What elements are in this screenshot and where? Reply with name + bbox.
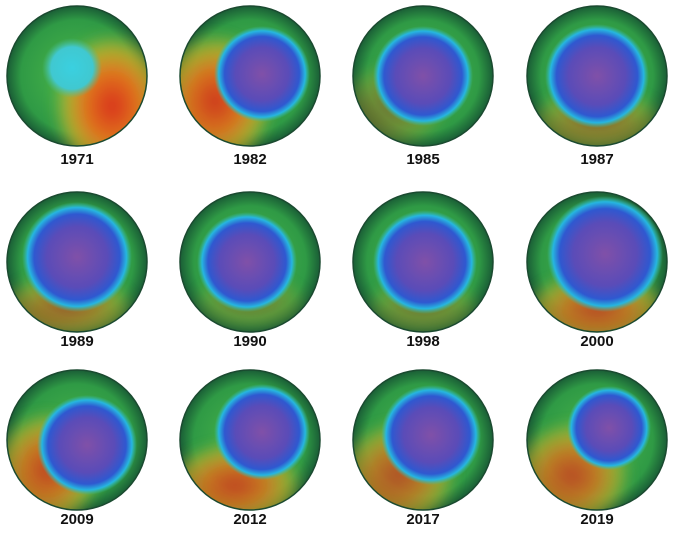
year-label: 1987 [580, 151, 613, 168]
globe-layers [353, 370, 493, 510]
globe-rim [352, 5, 494, 147]
globe-rim [526, 5, 668, 147]
globe-rim [526, 369, 668, 511]
globe-layers [180, 370, 320, 510]
ozone-hole [214, 26, 310, 122]
year-label: 1989 [60, 333, 93, 350]
ozone-panel: 1985 [352, 5, 494, 168]
globe-rim [6, 5, 148, 147]
globe-rim [6, 191, 148, 333]
ozone-hole [37, 395, 137, 495]
ozone-hole [547, 196, 663, 312]
globe-rim [6, 369, 148, 511]
globe-rim [352, 191, 494, 333]
ozone-panel: 1998 [352, 191, 494, 350]
ozone-hole [545, 24, 649, 128]
globe-rim [179, 5, 321, 147]
ozone-panel: 1982 [179, 5, 321, 168]
ozone-panel: 2012 [179, 369, 321, 528]
ozone-panel: 2009 [6, 369, 148, 528]
year-label: 2009 [60, 511, 93, 528]
year-label: 2012 [233, 511, 266, 528]
ozone-panel: 2000 [526, 191, 668, 350]
globe-layers [7, 370, 147, 510]
year-label: 2019 [580, 511, 613, 528]
ozone-hole [42, 38, 102, 98]
globe-layers [527, 370, 667, 510]
globe-layers [180, 192, 320, 332]
ozone-panel: 2019 [526, 369, 668, 528]
ozone-hole [197, 212, 297, 312]
ozone-panel: 1990 [179, 191, 321, 350]
globe-layers [527, 6, 667, 146]
year-label: 1990 [233, 333, 266, 350]
year-label: 2000 [580, 333, 613, 350]
ozone-panel: 1987 [526, 5, 668, 168]
globe-layers [7, 192, 147, 332]
year-label: 1982 [233, 151, 266, 168]
ozone-hole [567, 386, 651, 470]
year-label: 1985 [406, 151, 439, 168]
year-label: 2017 [406, 511, 439, 528]
ozone-hole [381, 385, 481, 485]
globe-layers [353, 192, 493, 332]
ozone-hole [373, 210, 477, 314]
ozone-hole [22, 202, 132, 312]
globe-rim [526, 191, 668, 333]
globe-layers [353, 6, 493, 146]
ozone-panel: 2017 [352, 369, 494, 528]
year-label: 1971 [60, 151, 93, 168]
globe-rim [179, 191, 321, 333]
globe-rim [179, 369, 321, 511]
globe-layers [180, 6, 320, 146]
ozone-hole [214, 384, 310, 480]
globe-rim [352, 369, 494, 511]
ozone-panel: 1971 [6, 5, 148, 168]
ozone-panel: 1989 [6, 191, 148, 350]
year-label: 1998 [406, 333, 439, 350]
ozone-hole [373, 26, 473, 126]
